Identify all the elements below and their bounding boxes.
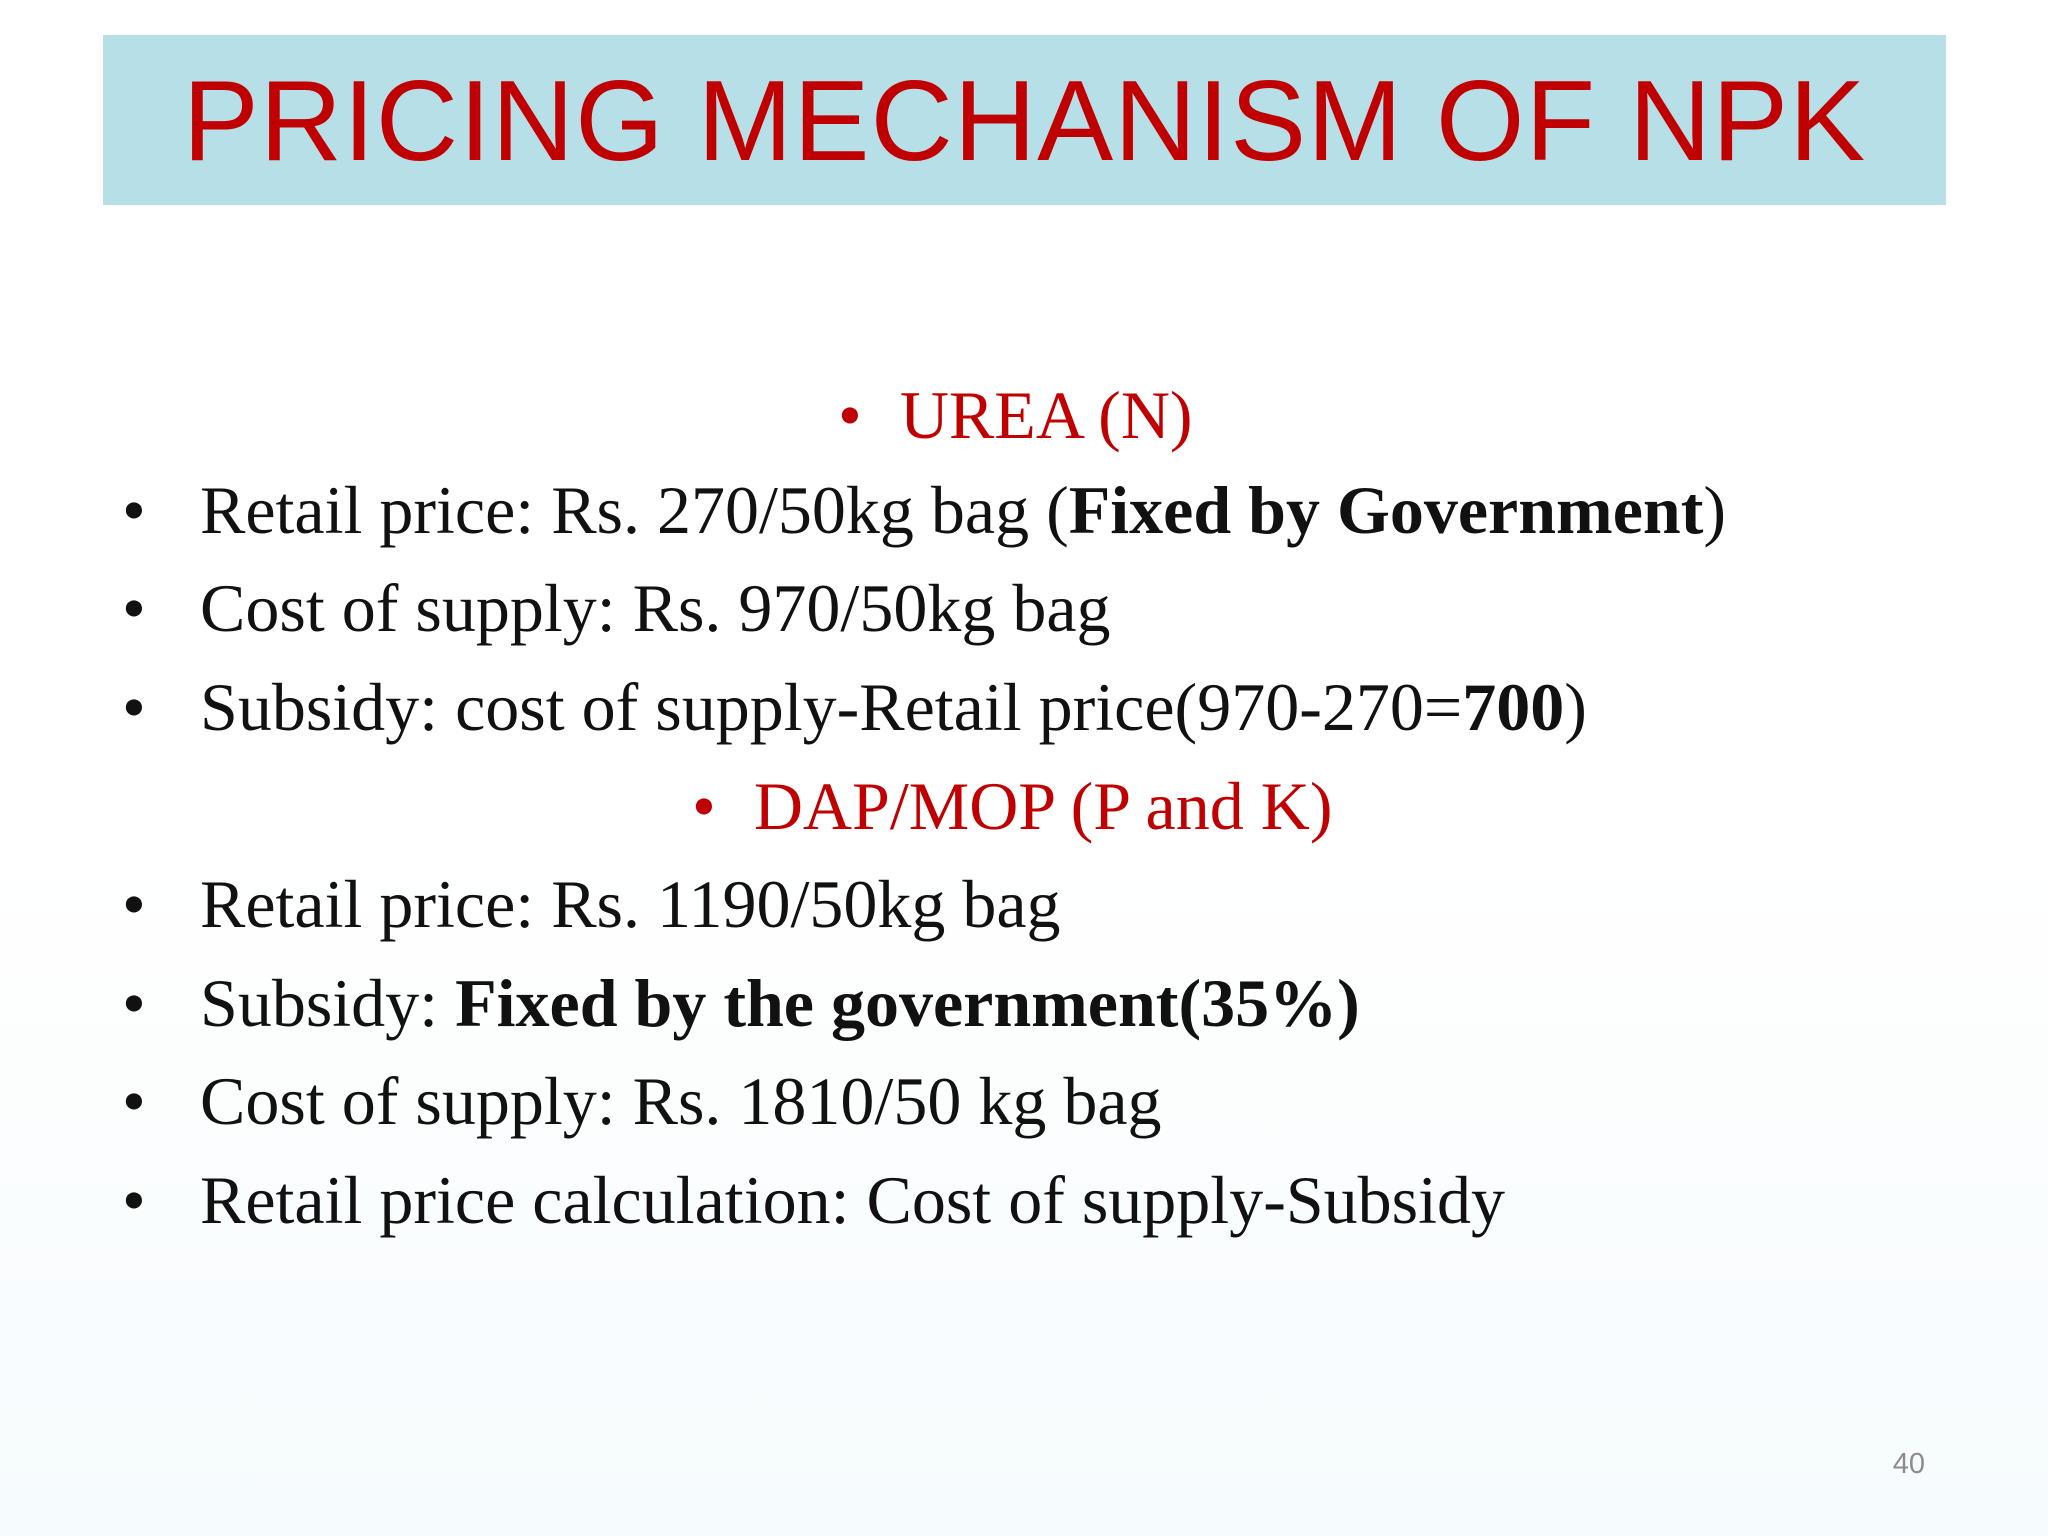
section-heading-dap-mop: • DAP/MOP (P and K): [0, 761, 2048, 851]
list-item: • Subsidy: cost of supply-Retail price(9…: [0, 662, 2048, 752]
list-item: • Retail price: Rs. 1190/50kg bag: [0, 859, 2048, 949]
section-heading-urea: • UREA (N): [0, 370, 2048, 460]
list-item-text: Retail price: Rs. 270/50kg bag (Fixed by…: [200, 472, 1727, 548]
emphasis-text: Fixed by the government(35%): [455, 965, 1360, 1041]
bullet-icon: •: [122, 866, 146, 942]
bullet-icon: •: [122, 669, 146, 745]
list-item: • Cost of supply: Rs. 1810/50 kg bag: [0, 1056, 2048, 1146]
list-item-text: Retail price calculation: Cost of supply…: [200, 1162, 1506, 1238]
bullet-icon: •: [838, 377, 862, 453]
list-item-text: Retail price: Rs. 1190/50kg bag: [200, 866, 1061, 942]
list-item-text: Cost of supply: Rs. 1810/50 kg bag: [200, 1063, 1162, 1139]
emphasis-text: 700: [1462, 669, 1565, 745]
emphasis-text: Fixed by Government: [1068, 472, 1704, 548]
bullet-icon: •: [122, 965, 146, 1041]
bullet-icon: •: [122, 472, 146, 548]
list-item-text: Subsidy: Fixed by the government(35%): [200, 965, 1360, 1041]
list-item: • Cost of supply: Rs. 970/50kg bag: [0, 563, 2048, 653]
bullet-icon: •: [692, 768, 716, 844]
list-item-text: Cost of supply: Rs. 970/50kg bag: [200, 570, 1111, 646]
list-item: • Subsidy: Fixed by the government(35%): [0, 958, 2048, 1048]
title-bar: PRICING MECHANISM OF NPK: [103, 35, 1946, 205]
slide-title: PRICING MECHANISM OF NPK: [182, 58, 1867, 185]
section-heading-label: UREA (N): [899, 377, 1193, 453]
page-number: 40: [1892, 1448, 1925, 1480]
bullet-icon: •: [122, 1063, 146, 1139]
list-item-text: Subsidy: cost of supply-Retail price(970…: [200, 669, 1587, 745]
bullet-icon: •: [122, 1162, 146, 1238]
bullet-icon: •: [122, 570, 146, 646]
section-heading-label: DAP/MOP (P and K): [753, 768, 1333, 844]
list-item: • Retail price: Rs. 270/50kg bag (Fixed …: [0, 465, 2048, 555]
list-item: • Retail price calculation: Cost of supp…: [0, 1155, 2048, 1245]
